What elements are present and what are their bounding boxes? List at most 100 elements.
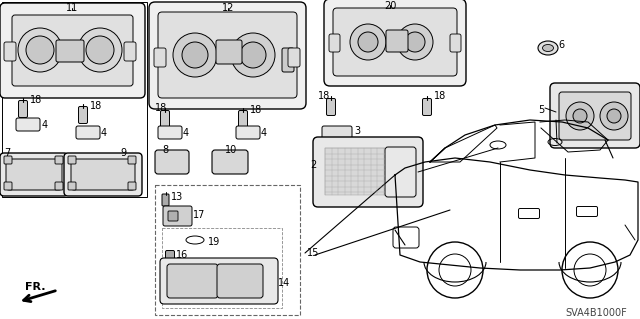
FancyBboxPatch shape [217,264,263,298]
Circle shape [573,109,587,123]
Text: 16: 16 [176,250,188,260]
Text: 13: 13 [171,192,183,202]
Circle shape [240,42,266,68]
Text: 6: 6 [558,40,564,50]
Circle shape [397,24,433,60]
Text: 18: 18 [434,91,446,101]
FancyBboxPatch shape [76,126,100,139]
FancyBboxPatch shape [149,2,306,109]
FancyBboxPatch shape [282,48,294,72]
Circle shape [600,102,628,130]
Text: 19: 19 [208,237,220,247]
FancyBboxPatch shape [212,150,248,174]
Text: 4: 4 [261,128,267,138]
FancyBboxPatch shape [56,40,84,62]
Text: 4: 4 [101,128,107,138]
Text: 20: 20 [384,1,396,11]
FancyBboxPatch shape [128,156,136,164]
FancyBboxPatch shape [239,110,248,128]
Circle shape [607,109,621,123]
FancyBboxPatch shape [6,159,62,190]
Ellipse shape [543,44,554,51]
Text: 9: 9 [120,148,126,158]
FancyBboxPatch shape [166,250,175,259]
FancyBboxPatch shape [55,182,63,190]
FancyBboxPatch shape [160,258,278,304]
FancyBboxPatch shape [155,150,189,174]
Bar [162,228,282,308]
Text: 18: 18 [30,95,42,105]
FancyBboxPatch shape [385,147,416,197]
FancyBboxPatch shape [154,48,166,67]
Circle shape [78,28,122,72]
Text: 15: 15 [307,248,319,258]
FancyBboxPatch shape [79,107,88,123]
Circle shape [173,33,217,77]
Circle shape [358,32,378,52]
Text: 7: 7 [4,148,10,158]
FancyBboxPatch shape [0,3,145,98]
FancyBboxPatch shape [168,211,178,221]
Bar [155,185,300,315]
Text: 14: 14 [278,278,291,288]
FancyBboxPatch shape [19,100,28,117]
FancyBboxPatch shape [559,92,631,140]
FancyBboxPatch shape [12,15,133,86]
Circle shape [350,24,386,60]
Text: 18: 18 [318,91,330,101]
FancyBboxPatch shape [68,182,76,190]
Text: 18: 18 [90,101,102,111]
FancyBboxPatch shape [322,126,352,140]
FancyBboxPatch shape [550,83,640,148]
Text: 10: 10 [225,145,237,155]
Text: 17: 17 [193,210,205,220]
FancyBboxPatch shape [329,34,340,52]
Text: 2: 2 [310,160,316,170]
Text: 18: 18 [155,103,167,113]
FancyBboxPatch shape [68,156,76,164]
FancyBboxPatch shape [288,48,300,67]
FancyBboxPatch shape [64,153,142,196]
FancyBboxPatch shape [16,118,40,131]
Circle shape [566,102,594,130]
Circle shape [86,36,114,64]
Text: 11: 11 [66,3,78,13]
FancyBboxPatch shape [161,110,170,128]
Circle shape [26,36,54,64]
FancyBboxPatch shape [162,194,169,206]
Text: 3: 3 [354,126,360,136]
FancyBboxPatch shape [313,137,423,207]
FancyBboxPatch shape [4,156,12,164]
Bar [325,148,385,195]
FancyBboxPatch shape [450,34,461,52]
FancyBboxPatch shape [124,42,136,61]
FancyBboxPatch shape [422,99,431,115]
FancyBboxPatch shape [326,99,335,115]
Text: 8: 8 [162,145,168,155]
FancyBboxPatch shape [71,159,135,190]
FancyBboxPatch shape [386,30,408,52]
Text: SVA4B1000F: SVA4B1000F [565,308,627,318]
Circle shape [231,33,275,77]
FancyBboxPatch shape [4,182,12,190]
Text: FR.: FR. [25,282,45,292]
FancyBboxPatch shape [167,264,218,298]
Text: 12: 12 [222,3,234,13]
FancyBboxPatch shape [4,42,16,61]
Ellipse shape [538,41,558,55]
FancyBboxPatch shape [158,126,182,139]
Text: 4: 4 [42,120,48,130]
FancyBboxPatch shape [216,40,242,64]
FancyBboxPatch shape [163,206,192,226]
Text: 18: 18 [250,105,262,115]
FancyBboxPatch shape [158,12,297,98]
Circle shape [182,42,208,68]
Circle shape [405,32,425,52]
FancyBboxPatch shape [236,126,260,139]
FancyBboxPatch shape [0,153,68,196]
FancyBboxPatch shape [55,156,63,164]
FancyBboxPatch shape [324,0,466,86]
Text: 5: 5 [538,105,544,115]
FancyBboxPatch shape [333,8,457,76]
Bar [2,2,147,197]
